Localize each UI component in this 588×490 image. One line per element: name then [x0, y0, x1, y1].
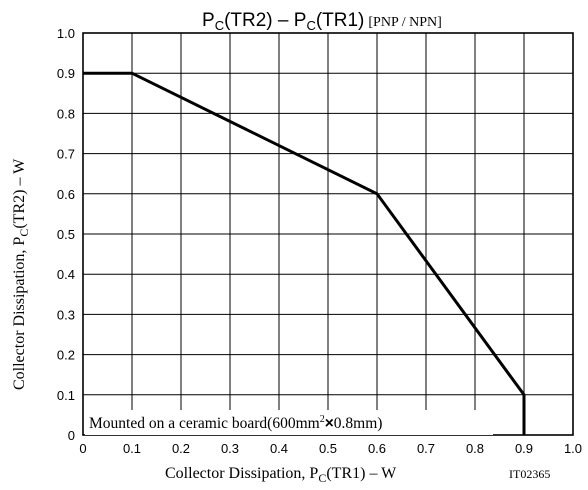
y-tick-label: 0 [68, 428, 75, 443]
x-tick-label: 1.0 [564, 441, 582, 456]
y-axis-label: Collector Dissipation, PC(TR2) – W [11, 158, 31, 390]
y-tick-label: 0.5 [57, 227, 75, 242]
y-tick-label: 0.6 [57, 187, 75, 202]
y-tick-label: 0.7 [57, 147, 75, 162]
x-tick-label: 0.5 [319, 441, 337, 456]
y-tick-label: 0.2 [57, 348, 75, 363]
series-line [83, 71, 526, 435]
x-tick-label: 0.9 [515, 441, 533, 456]
y-tick-labels: 0 0.1 0.2 0.3 0.4 0.5 0.6 0.7 0.8 0.9 1.0 [57, 26, 75, 443]
x-tick-labels: 0 0.1 0.2 0.3 0.4 0.5 0.6 0.7 0.8 0.9 1.0 [79, 441, 582, 456]
x-tick-label: 0.2 [172, 441, 190, 456]
grid [83, 33, 573, 435]
x-tick-label: 0.7 [417, 441, 435, 456]
x-tick-label: 0 [79, 441, 86, 456]
y-tick-label: 0.3 [57, 307, 75, 322]
y-tick-label: 0.1 [57, 388, 75, 403]
annotation-background [85, 410, 493, 435]
figure-id: IT02365 [509, 467, 550, 481]
chart-title: PC(TR2) – PC(TR1) [PNP / NPN] [202, 10, 442, 33]
y-tick-label: 0.4 [57, 267, 75, 282]
y-tick-label: 1.0 [57, 26, 75, 41]
y-tick-label: 0.9 [57, 66, 75, 81]
x-tick-label: 0.3 [221, 441, 239, 456]
x-tick-label: 0.6 [368, 441, 386, 456]
x-tick-label: 0.4 [270, 441, 288, 456]
x-tick-label: 0.8 [466, 441, 484, 456]
series [83, 71, 526, 435]
annotation-text: Mounted on a ceramic board(600mm2×0.8mm) [89, 414, 382, 432]
x-tick-label: 0.1 [123, 441, 141, 456]
y-tick-label: 0.8 [57, 106, 75, 121]
x-axis-label: Collector Dissipation, PC(TR1) – W [165, 465, 397, 485]
